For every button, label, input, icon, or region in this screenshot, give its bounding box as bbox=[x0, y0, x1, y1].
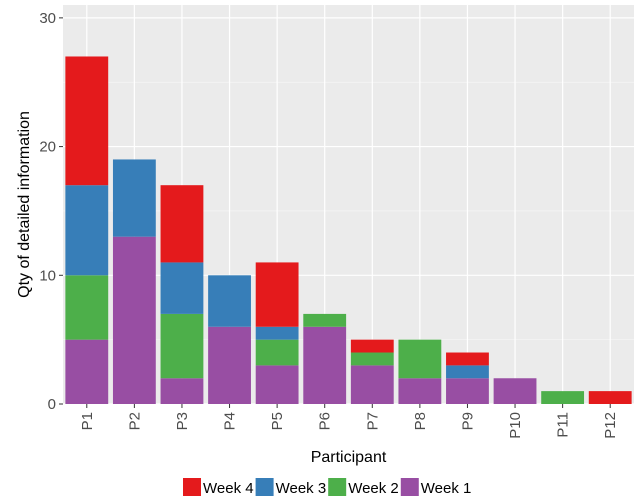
bar-segment bbox=[255, 365, 299, 404]
legend: Week 4 Week 3 Week 2 Week 1 bbox=[183, 478, 471, 497]
bar-segment bbox=[65, 275, 109, 340]
x-tick-label: P9 bbox=[459, 412, 476, 430]
bar-segment bbox=[160, 378, 204, 404]
bar-segment bbox=[398, 339, 442, 379]
x-tick-label: P12 bbox=[602, 412, 619, 439]
bar-segment bbox=[588, 391, 632, 404]
legend-swatch bbox=[255, 478, 274, 496]
bar-segment bbox=[208, 275, 251, 327]
x-axis-ticks: P1 P2 P3 P4 P5 P6 P7 P8 P9 P10 P11 P12 bbox=[79, 404, 619, 439]
bar-segment bbox=[446, 378, 489, 404]
bar-segment bbox=[208, 326, 251, 404]
legend-swatch bbox=[183, 478, 201, 496]
x-tick-label: P8 bbox=[412, 412, 429, 430]
x-tick-label: P1 bbox=[79, 412, 96, 430]
bar-segment bbox=[255, 262, 299, 327]
bar-segment bbox=[446, 352, 489, 366]
bar-segment bbox=[255, 339, 299, 366]
x-tick-label: P3 bbox=[174, 412, 191, 430]
bar-segment bbox=[350, 365, 394, 404]
y-axis-title: Qty of detailed information bbox=[16, 111, 33, 298]
minor-gridlines bbox=[63, 81, 634, 341]
legend-label: Week 1 bbox=[421, 480, 472, 497]
legend-label: Week 3 bbox=[276, 480, 327, 497]
bar-segment bbox=[398, 378, 442, 404]
bar-segment bbox=[303, 326, 347, 404]
x-tick-label: P2 bbox=[126, 412, 143, 430]
bar-segment bbox=[160, 185, 204, 263]
bar-segment bbox=[160, 262, 204, 314]
legend-label: Week 2 bbox=[348, 480, 399, 497]
bar-segment bbox=[303, 313, 347, 327]
y-tick-label: 10 bbox=[39, 267, 56, 284]
y-axis-ticks: 0 10 20 30 bbox=[39, 10, 63, 413]
bar-segment bbox=[65, 185, 109, 276]
bar-segment bbox=[255, 326, 299, 340]
bar-segment bbox=[112, 236, 156, 404]
bar-segment bbox=[112, 159, 156, 237]
x-tick-label: P7 bbox=[364, 412, 381, 430]
x-tick-label: P4 bbox=[222, 412, 239, 430]
legend-label: Week 4 bbox=[203, 480, 254, 497]
x-tick-label: P11 bbox=[555, 412, 572, 438]
x-tick-label: P10 bbox=[507, 412, 524, 439]
y-tick-label: 30 bbox=[39, 10, 56, 27]
bar-segment bbox=[65, 339, 109, 404]
y-tick-label: 0 bbox=[48, 396, 56, 413]
x-tick-label: P5 bbox=[269, 412, 286, 430]
legend-swatch bbox=[400, 478, 419, 496]
bar-segment bbox=[350, 339, 394, 353]
bar-segment bbox=[65, 56, 109, 186]
bar-segment bbox=[446, 365, 489, 379]
bar-segment bbox=[160, 313, 204, 379]
x-axis-title: Participant bbox=[311, 449, 387, 466]
x-tick-label: P6 bbox=[317, 412, 334, 430]
legend-swatch bbox=[328, 478, 347, 496]
bars bbox=[65, 56, 632, 404]
bar-segment bbox=[493, 378, 537, 404]
bar-segment bbox=[541, 391, 585, 404]
plot-panel bbox=[63, 5, 634, 404]
bar-segment bbox=[350, 352, 394, 366]
y-tick-label: 20 bbox=[39, 139, 56, 156]
